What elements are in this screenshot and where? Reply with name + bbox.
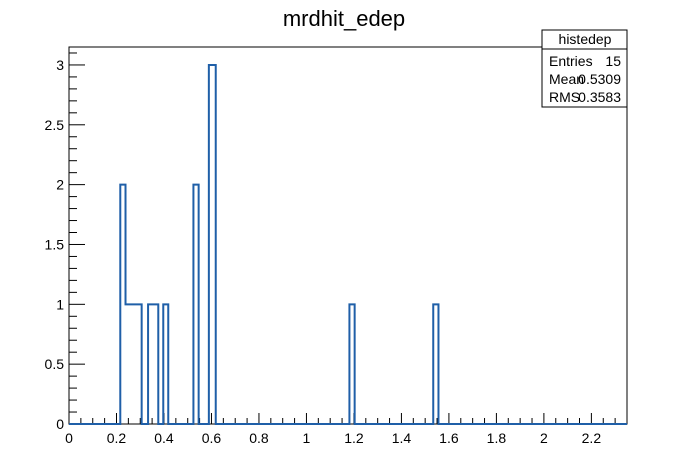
- x-tick-label: 1.6: [439, 430, 459, 446]
- y-tick-label: 2.5: [45, 117, 65, 133]
- stats-mean-value: 0.5309: [578, 71, 621, 87]
- stats-mean-label: Mean: [549, 71, 584, 87]
- y-tick-label: 3: [56, 57, 64, 73]
- x-tick-label: 1: [303, 430, 311, 446]
- x-tick-label: 0.2: [107, 430, 127, 446]
- x-tick-label: 0.6: [202, 430, 222, 446]
- x-tick-label: 1.8: [487, 430, 507, 446]
- x-tick-label: 0.8: [249, 430, 269, 446]
- y-tick-label: 1.5: [45, 236, 65, 252]
- y-tick-label: 2: [56, 177, 64, 193]
- x-tick-label: 2: [540, 430, 548, 446]
- x-tick-label: 0: [65, 430, 73, 446]
- axis-ticks: [68, 52, 628, 425]
- y-tick-label: 0: [56, 416, 64, 432]
- stats-entries-value: 15: [605, 53, 621, 69]
- stats-rms-value: 0.3583: [578, 89, 621, 105]
- stats-box-frame: [541, 29, 628, 108]
- stats-rms-label: RMS: [549, 89, 580, 105]
- histogram-series: [69, 63, 627, 425]
- chart-title: mrdhit_edep: [283, 6, 405, 31]
- stats-entries-label: Entries: [549, 53, 593, 69]
- y-tick-label: 1: [56, 296, 64, 312]
- axis-tick-labels: 0 0.2 0.4 0.6 0.8 1 1.2 1.4 1.6 1.8 2 2.2 0 0.5 1 1.5 2 2…: [45, 57, 602, 446]
- x-tick-label: 2.2: [582, 430, 602, 446]
- x-tick-label: 1.4: [392, 430, 412, 446]
- stats-box-name: histedep: [559, 31, 612, 47]
- stats-box: histedep Entries 15 Mean 0.5309 RMS 0.35…: [541, 29, 628, 108]
- x-tick-label: 1.2: [344, 430, 364, 446]
- x-tick-label: 0.4: [154, 430, 174, 446]
- y-tick-label: 0.5: [45, 356, 65, 372]
